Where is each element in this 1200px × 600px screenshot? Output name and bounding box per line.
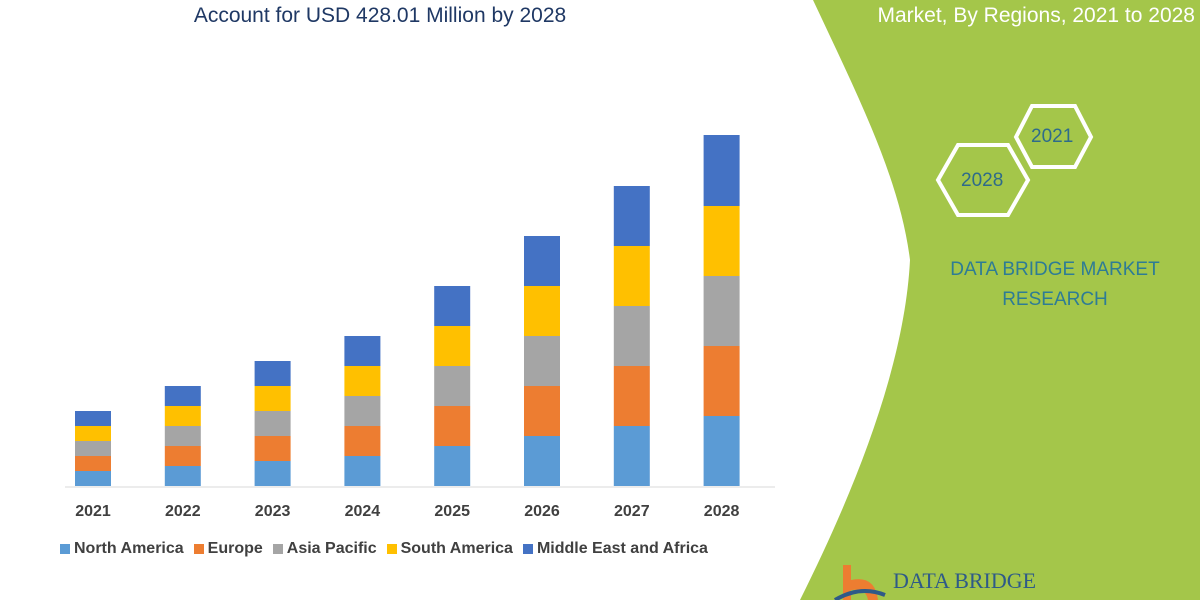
bar-segment-middle-east-and-africa-2024 xyxy=(344,336,381,366)
legend-label: North America xyxy=(74,540,184,557)
bar-segment-europe-2028 xyxy=(703,346,740,416)
bar-segment-south-america-2025 xyxy=(434,326,471,366)
legend-item: North America xyxy=(60,540,184,558)
hex-label-2028: 2028 xyxy=(961,170,1004,191)
bar-segment-asia-pacific-2026 xyxy=(524,336,560,386)
green-panel xyxy=(800,0,1200,600)
bar-segment-asia-pacific-2024 xyxy=(344,396,381,426)
bar-segment-north-america-2021 xyxy=(75,471,111,486)
bar-segment-north-america-2028 xyxy=(703,416,740,486)
bar-segment-north-america-2023 xyxy=(254,461,291,486)
bar-segment-south-america-2027 xyxy=(613,246,650,306)
x-tick-label: 2025 xyxy=(434,503,470,520)
bar-segment-europe-2022 xyxy=(164,446,201,466)
x-tick-label: 2021 xyxy=(75,503,111,520)
legend: North America Europe Asia Pacific South Ame… xyxy=(60,540,708,558)
bar-segment-north-america-2024 xyxy=(344,456,381,486)
bar-segment-europe-2024 xyxy=(344,426,381,456)
bar-segment-middle-east-and-africa-2022 xyxy=(164,386,201,406)
hex-label-2021: 2021 xyxy=(1031,126,1074,147)
bar-segment-south-america-2022 xyxy=(164,406,201,426)
bar-segment-middle-east-and-africa-2021 xyxy=(75,411,111,426)
bar-segment-europe-2021 xyxy=(75,456,111,471)
hexagon-2028 xyxy=(935,143,1031,217)
legend-item: Europe xyxy=(193,540,263,558)
bar-segment-middle-east-and-africa-2023 xyxy=(254,361,291,386)
x-tick-label: 2026 xyxy=(524,503,560,520)
bar-segment-asia-pacific-2022 xyxy=(164,426,201,446)
bar-segment-south-america-2026 xyxy=(524,286,560,336)
bar-segment-middle-east-and-africa-2027 xyxy=(613,186,650,246)
x-tick-label: 2022 xyxy=(165,503,201,520)
bar-segment-south-america-2021 xyxy=(75,426,111,441)
chart-title: Account for USD 428.01 Million by 2028 xyxy=(193,4,567,27)
bar-segment-north-america-2027 xyxy=(613,426,650,486)
bar-segment-asia-pacific-2025 xyxy=(434,366,471,406)
bar-segment-asia-pacific-2021 xyxy=(75,441,111,456)
legend-swatch xyxy=(522,544,533,554)
legend-label: Middle East and Africa xyxy=(536,540,708,557)
bars xyxy=(75,135,740,486)
bar-segment-europe-2025 xyxy=(434,406,471,446)
legend-item: Middle East and Africa xyxy=(522,540,708,558)
legend-swatch xyxy=(386,544,397,554)
panel-title: Market, By Regions, 2021 to 2028 xyxy=(877,4,1195,27)
bar-segment-south-america-2028 xyxy=(703,206,740,276)
legend-swatch xyxy=(193,544,204,554)
x-tick-label: 2028 xyxy=(703,503,740,520)
bar-segment-middle-east-and-africa-2025 xyxy=(434,286,471,326)
bar-segment-south-america-2024 xyxy=(344,366,381,396)
x-tick-label: 2024 xyxy=(344,503,381,520)
logo-text: DATA BRIDGE xyxy=(893,568,1037,593)
legend-item: Asia Pacific xyxy=(272,540,377,558)
bar-segment-asia-pacific-2027 xyxy=(613,306,650,366)
hexagon-2021 xyxy=(1013,104,1094,169)
bar-segment-north-america-2022 xyxy=(164,466,201,486)
bar-segment-europe-2026 xyxy=(524,386,560,436)
legend-swatch xyxy=(272,544,283,554)
bar-segment-europe-2023 xyxy=(254,436,291,461)
bar-segment-south-america-2023 xyxy=(254,386,291,411)
bar-segment-middle-east-and-africa-2028 xyxy=(703,135,740,206)
logo-icon xyxy=(833,565,886,600)
legend-label: South America xyxy=(400,540,513,557)
legend-item: South America xyxy=(386,540,513,558)
bar-segment-north-america-2026 xyxy=(524,436,560,486)
bar-segment-asia-pacific-2028 xyxy=(703,276,740,346)
x-tick-label: 2027 xyxy=(614,503,650,520)
legend-label: Asia Pacific xyxy=(286,540,377,557)
legend-swatch xyxy=(60,544,70,554)
bar-segment-europe-2027 xyxy=(613,366,650,426)
x-tick-label: 2023 xyxy=(254,503,291,520)
bar-segment-asia-pacific-2023 xyxy=(254,411,291,436)
legend-label: Europe xyxy=(207,540,263,557)
brand-text: DATA BRIDGE MARKET RESEARCH xyxy=(950,259,1160,310)
bar-segment-middle-east-and-africa-2026 xyxy=(524,236,560,286)
bar-segment-north-america-2025 xyxy=(434,446,471,486)
